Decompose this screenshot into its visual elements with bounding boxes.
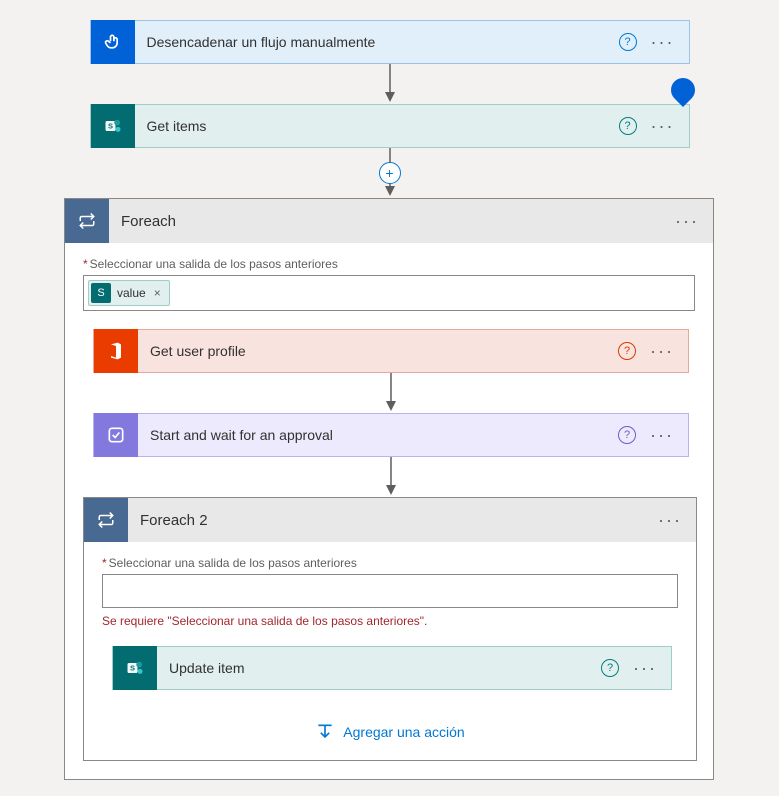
get-items-title: Get items <box>135 118 605 134</box>
foreach-input-field[interactable]: S value × <box>83 275 695 311</box>
more-icon[interactable]: ··· <box>651 117 675 135</box>
more-icon[interactable]: ··· <box>633 659 657 677</box>
help-icon[interactable]: ? <box>618 342 636 360</box>
get-items-card[interactable]: S Get items ? ··· <box>90 104 690 148</box>
foreach2-container: Foreach 2 ··· *Seleccionar una salida de… <box>83 497 697 761</box>
more-icon[interactable]: ··· <box>658 511 682 529</box>
foreach2-input-label: *Seleccionar una salida de los pasos ant… <box>102 556 678 570</box>
touch-icon <box>91 20 135 64</box>
more-icon[interactable]: ··· <box>651 33 675 51</box>
more-icon[interactable]: ··· <box>650 426 674 444</box>
sharepoint-icon: S <box>91 104 135 148</box>
connector-arrow <box>90 64 690 104</box>
more-icon[interactable]: ··· <box>650 342 674 360</box>
trigger-title: Desencadenar un flujo manualmente <box>135 34 605 50</box>
foreach-header[interactable]: Foreach ··· <box>65 199 713 243</box>
svg-text:S: S <box>107 122 112 131</box>
remove-icon[interactable]: × <box>154 286 161 300</box>
help-icon[interactable]: ? <box>601 659 619 677</box>
help-icon[interactable]: ? <box>619 117 637 135</box>
approval-title: Start and wait for an approval <box>138 427 604 443</box>
add-action-button[interactable]: Agregar una acción <box>102 722 678 742</box>
value-pill[interactable]: S value × <box>88 280 170 306</box>
connector-arrow: + <box>90 148 690 198</box>
connector-arrow <box>93 457 689 497</box>
more-icon[interactable]: ··· <box>675 212 699 230</box>
svg-text:S: S <box>130 664 135 673</box>
loop-icon <box>84 498 128 542</box>
foreach2-error: Se requiere "Seleccionar una salida de l… <box>102 614 678 628</box>
foreach-input-label: *Seleccionar una salida de los pasos ant… <box>83 257 695 271</box>
update-item-title: Update item <box>157 660 587 676</box>
office-icon <box>94 329 138 373</box>
foreach2-title: Foreach 2 <box>128 512 644 529</box>
pill-label: value <box>117 286 146 300</box>
foreach-container: Foreach ··· *Seleccionar una salida de l… <box>64 198 714 780</box>
foreach-title: Foreach <box>109 213 661 230</box>
connector-arrow <box>93 373 689 413</box>
sharepoint-icon: S <box>91 283 111 303</box>
loop-icon <box>65 199 109 243</box>
trigger-card[interactable]: Desencadenar un flujo manualmente ? ··· <box>90 20 690 64</box>
foreach2-input-field[interactable] <box>102 574 678 608</box>
update-item-card[interactable]: S Update item ? ··· <box>112 646 672 690</box>
help-icon[interactable]: ? <box>619 33 637 51</box>
sharepoint-icon: S <box>113 646 157 690</box>
add-action-label: Agregar una acción <box>343 724 464 740</box>
approval-icon <box>94 413 138 457</box>
help-icon[interactable]: ? <box>618 426 636 444</box>
approval-card[interactable]: Start and wait for an approval ? ··· <box>93 413 689 457</box>
foreach2-header[interactable]: Foreach 2 ··· <box>84 498 696 542</box>
add-step-button[interactable]: + <box>379 162 401 184</box>
get-user-profile-card[interactable]: Get user profile ? ··· <box>93 329 689 373</box>
get-user-profile-title: Get user profile <box>138 343 604 359</box>
